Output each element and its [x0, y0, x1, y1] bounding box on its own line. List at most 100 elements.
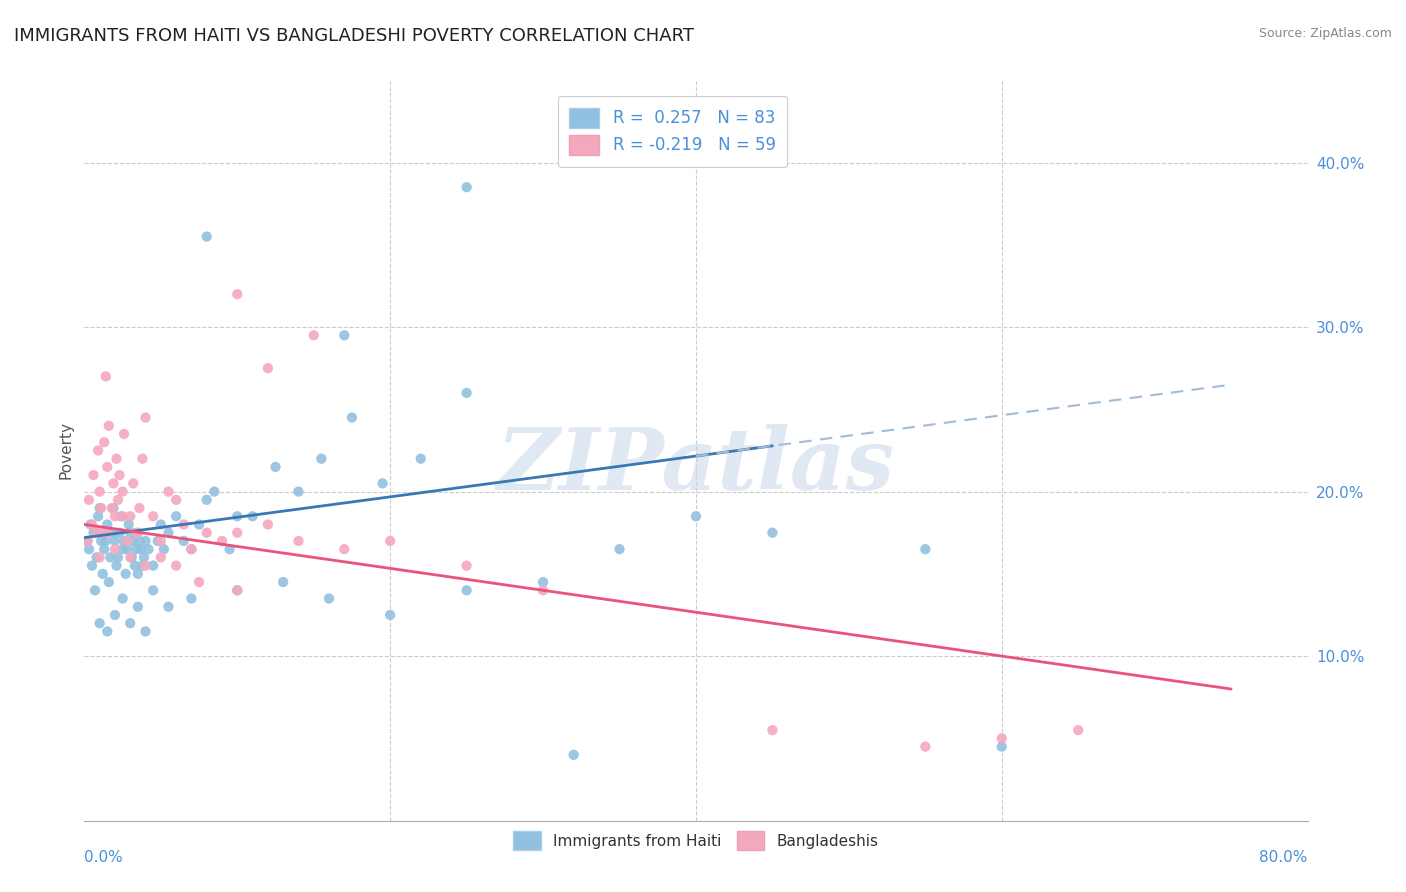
Point — [86, 550, 108, 565]
Point — [87, 509, 110, 524]
Point — [340, 410, 363, 425]
Point — [76, 533, 98, 548]
Point — [202, 484, 225, 499]
Point — [83, 468, 105, 483]
Point — [456, 180, 478, 194]
Point — [103, 501, 125, 516]
Text: IMMIGRANTS FROM HAITI VS BANGLADESHI POVERTY CORRELATION CHART: IMMIGRANTS FROM HAITI VS BANGLADESHI POV… — [14, 27, 695, 45]
Point — [257, 361, 280, 376]
Text: ZIPatlas: ZIPatlas — [496, 424, 896, 507]
Point — [188, 575, 211, 590]
Point — [165, 509, 187, 524]
Point — [157, 599, 180, 614]
Point — [87, 443, 110, 458]
Point — [226, 583, 249, 598]
Point — [79, 517, 101, 532]
Point — [91, 566, 114, 581]
Point — [128, 501, 150, 516]
Point — [173, 533, 195, 548]
Point — [83, 525, 105, 540]
Point — [371, 476, 394, 491]
Point — [90, 533, 112, 548]
Point — [180, 542, 202, 557]
Point — [135, 533, 157, 548]
Point — [991, 731, 1014, 746]
Point — [107, 492, 129, 507]
Point — [149, 550, 172, 565]
Point — [180, 591, 202, 606]
Point — [609, 542, 631, 557]
Point — [89, 484, 111, 499]
Point — [271, 575, 294, 590]
Point — [108, 468, 131, 483]
Point — [264, 459, 287, 474]
Point — [80, 517, 103, 532]
Point — [103, 476, 125, 491]
Point — [120, 616, 142, 631]
Point — [188, 517, 211, 532]
Point — [135, 624, 157, 639]
Point — [120, 550, 142, 565]
Point — [104, 607, 127, 622]
Text: 0.0%: 0.0% — [84, 850, 124, 865]
Point — [380, 607, 402, 622]
Point — [115, 533, 138, 548]
Point — [157, 525, 180, 540]
Point — [211, 533, 233, 548]
Point — [135, 410, 157, 425]
Point — [111, 542, 134, 557]
Point — [131, 558, 153, 573]
Point — [456, 385, 478, 400]
Point — [311, 451, 333, 466]
Point — [287, 533, 309, 548]
Point — [302, 328, 325, 343]
Point — [180, 542, 202, 557]
Point — [257, 517, 280, 532]
Point — [173, 517, 195, 532]
Point — [218, 542, 240, 557]
Point — [226, 509, 249, 524]
Point — [409, 451, 432, 466]
Point — [97, 575, 120, 590]
Point — [153, 542, 176, 557]
Point — [122, 533, 145, 548]
Legend: Immigrants from Haiti, Bangladeshis: Immigrants from Haiti, Bangladeshis — [506, 823, 886, 857]
Point — [89, 550, 111, 565]
Point — [90, 501, 112, 516]
Point — [86, 525, 108, 540]
Point — [89, 501, 111, 516]
Point — [562, 747, 585, 762]
Point — [111, 591, 134, 606]
Point — [149, 533, 172, 548]
Point — [112, 427, 135, 442]
Point — [93, 542, 115, 557]
Point — [110, 509, 132, 524]
Point — [142, 558, 165, 573]
Point — [125, 542, 148, 557]
Point — [121, 550, 143, 565]
Point — [129, 542, 152, 557]
Point — [146, 533, 169, 548]
Point — [96, 624, 118, 639]
Point — [101, 501, 124, 516]
Point — [77, 492, 100, 507]
Point — [226, 525, 249, 540]
Point — [124, 558, 146, 573]
Point — [115, 542, 138, 557]
Point — [165, 492, 187, 507]
Point — [80, 558, 103, 573]
Point — [114, 566, 136, 581]
Point — [127, 525, 149, 540]
Point — [226, 583, 249, 598]
Point — [97, 418, 120, 433]
Point — [380, 533, 402, 548]
Point — [195, 525, 218, 540]
Point — [101, 525, 124, 540]
Point — [112, 533, 135, 548]
Point — [105, 558, 128, 573]
Point — [685, 509, 707, 524]
Point — [94, 369, 117, 384]
Point — [195, 492, 218, 507]
Point — [84, 583, 107, 598]
Point — [120, 509, 142, 524]
